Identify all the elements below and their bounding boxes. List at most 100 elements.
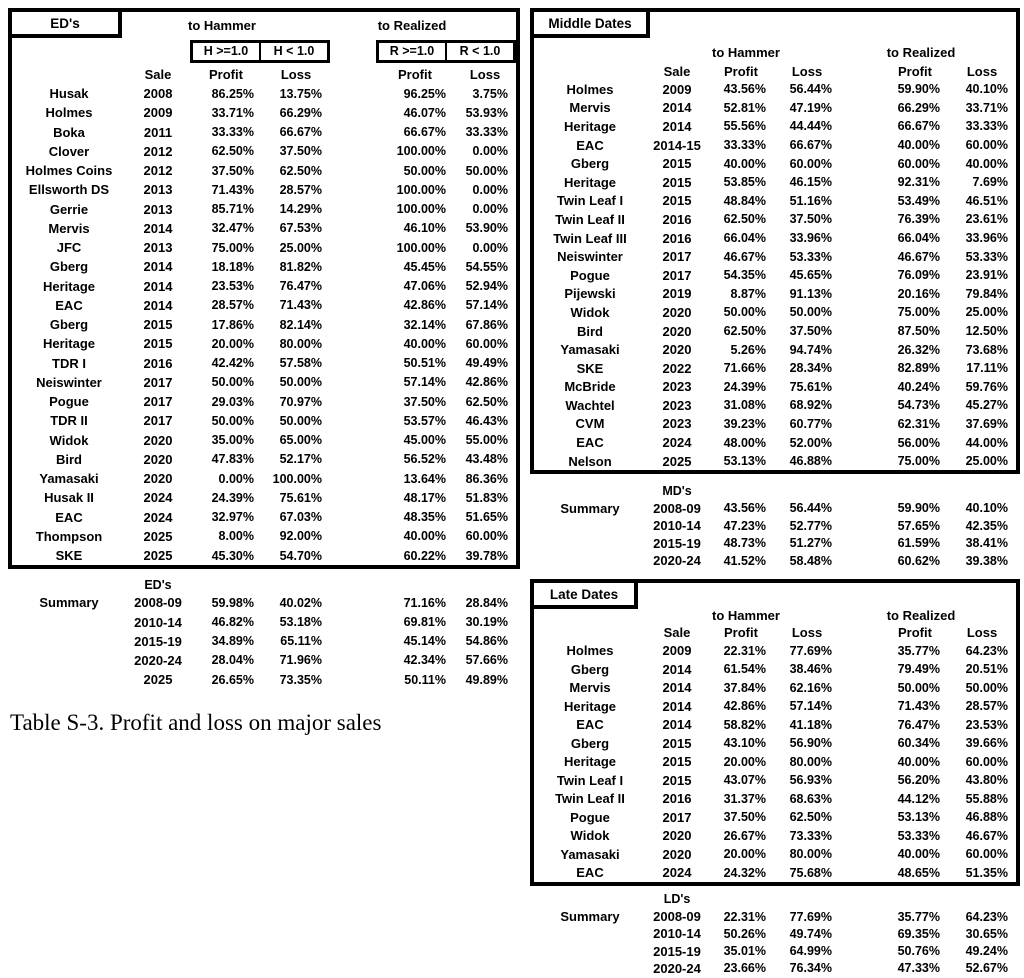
table-cell: 62.50%: [723, 212, 766, 227]
table-cell: 2024: [143, 490, 173, 506]
table-cell: 60.00%: [965, 138, 1008, 153]
table-row: CVM 2023 39.23% 60.77% 62.31% 37.69%: [534, 415, 1016, 434]
table-cell: 40.00%: [403, 336, 446, 351]
table-row: Mervis 2014 52.81% 47.19% 66.29% 33.71%: [534, 99, 1016, 118]
table-cell: 56.90%: [789, 736, 832, 751]
table-cell: 2017: [143, 394, 173, 410]
table-row: Gberg 2014 18.18% 81.82% 45.45% 54.55%: [12, 257, 516, 276]
ld-column-headers: Sale Profit Loss Profit Loss: [534, 624, 1016, 641]
table-cell: 28.34%: [789, 361, 832, 376]
table-cell: 46.67%: [897, 249, 940, 264]
table-cell: 53.33%: [789, 249, 832, 264]
table-cell: 53.90%: [465, 221, 508, 236]
table-cell: 39.23%: [723, 416, 766, 431]
table-cell: 2013: [143, 182, 173, 198]
table-row: Holmes Coins 2012 37.50% 62.50% 50.00% 50.00%: [12, 161, 516, 180]
table-cell: 62.50%: [789, 810, 832, 825]
table-cell: 51.27%: [789, 536, 832, 551]
table-cell: 64.23%: [965, 909, 1008, 924]
table-cell: Yamasaki: [560, 846, 620, 862]
table-cell: 33.96%: [789, 231, 832, 246]
table-cell: 31.37%: [723, 791, 766, 806]
table-cell: 2015-19: [653, 943, 701, 959]
md-summary-label: MD's: [662, 483, 692, 498]
table-cell: 35.77%: [897, 643, 940, 658]
ld-group-header-row: to Hammer to Realized: [534, 607, 1016, 624]
table-cell: 37.50%: [403, 394, 446, 409]
table-cell: 44.44%: [789, 119, 832, 134]
table-cell: 2014: [143, 220, 173, 236]
hammer-profit-header: Profit: [724, 625, 758, 641]
table-row: Wachtel 2023 31.08% 68.92% 54.73% 45.27%: [534, 396, 1016, 415]
table-cell: 62.50%: [465, 394, 508, 409]
table-cell: 2015: [662, 735, 692, 751]
table-row: Heritage 2015 53.85% 46.15% 92.31% 7.69%: [534, 173, 1016, 192]
table-cell: 69.81%: [403, 615, 446, 630]
table-row: SKE 2022 71.66% 28.34% 82.89% 17.11%: [534, 359, 1016, 378]
table-cell: EAC: [576, 865, 604, 881]
middle-dates-section: Middle Dates to Hammer to Realized Sale …: [530, 8, 1020, 569]
table-cell: 2014: [143, 297, 173, 313]
table-cell: 51.83%: [465, 490, 508, 505]
table-cell: 91.13%: [789, 286, 832, 301]
late-dates-section: Late Dates to Hammer to Realized Sale Pr…: [530, 579, 1020, 977]
table-cell: Mervis: [569, 680, 611, 696]
table-cell: 40.00%: [723, 156, 766, 171]
table-cell: 43.56%: [723, 82, 766, 97]
table-cell: 26.65%: [211, 672, 254, 687]
table-row: Neiswinter 2017 46.67% 53.33% 46.67% 53.33%: [534, 247, 1016, 266]
table-cell: Mervis: [569, 100, 611, 116]
table-cell: 50.00%: [965, 680, 1008, 695]
table-row: Widok 2020 50.00% 50.00% 75.00% 25.00%: [534, 303, 1016, 322]
table-cell: 37.50%: [279, 144, 322, 159]
table-cell: 17.86%: [211, 317, 254, 332]
table-cell: 66.67%: [279, 125, 322, 140]
table-cell: TDR II: [50, 413, 88, 429]
table-cell: 62.50%: [279, 163, 322, 178]
table-cell: 2023: [662, 379, 692, 395]
table-row: Yamasaki 2020 20.00% 80.00% 40.00% 60.00%: [534, 845, 1016, 864]
table-cell: 30.65%: [965, 926, 1008, 941]
table-cell: 50.76%: [897, 944, 940, 959]
table-cell: CVM: [575, 416, 605, 432]
table-cell: 80.00%: [789, 754, 832, 769]
table-cell: 49.49%: [465, 356, 508, 371]
table-cell: 20.00%: [723, 847, 766, 862]
eds-table-section: ED's to Hammer to Realized H >=1.0 H < 1…: [8, 8, 520, 689]
eds-subheader-row: H >=1.0 H < 1.0 R >=1.0 R < 1.0: [12, 38, 516, 64]
table-cell: 2020: [662, 342, 692, 358]
realized-threshold-box: R >=1.0 R < 1.0: [376, 39, 516, 63]
realized-ge-label: R >=1.0: [389, 44, 435, 58]
table-cell: 22.31%: [723, 909, 766, 924]
eds-table-box: ED's to Hammer to Realized H >=1.0 H < 1…: [8, 8, 520, 570]
table-cell: 77.69%: [789, 909, 832, 924]
table-cell: 2013: [143, 240, 173, 256]
table-cell: 43.56%: [723, 501, 766, 516]
table-cell: 2012: [143, 143, 173, 159]
table-cell: Widok: [570, 304, 610, 320]
table-cell: 45.27%: [965, 398, 1008, 413]
table-cell: 2020: [662, 846, 692, 862]
table-cell: Nelson: [568, 453, 612, 469]
table-cell: 30.19%: [465, 615, 508, 630]
table-cell: 57.65%: [897, 518, 940, 533]
realized-profit-header: Profit: [398, 66, 432, 82]
table-cell: 68.63%: [789, 791, 832, 806]
table-cell: 2014: [662, 698, 692, 714]
table-cell: 71.96%: [279, 653, 322, 668]
table-cell: Widok: [570, 828, 610, 844]
table-cell: 40.24%: [897, 379, 940, 394]
table-cell: 2024: [662, 435, 692, 451]
table-cell: Husak: [49, 86, 89, 102]
table-cell: Heritage: [42, 336, 96, 352]
table-cell: 65.00%: [279, 433, 322, 448]
table-cell: 46.51%: [965, 193, 1008, 208]
table-cell: 39.78%: [465, 548, 508, 563]
table-row: 2015-19 34.89% 65.11% 45.14% 54.86%: [12, 632, 520, 651]
table-cell: 2014: [662, 680, 692, 696]
table-cell: 2015-19: [134, 633, 182, 649]
eds-header-row: ED's to Hammer to Realized: [8, 8, 516, 38]
table-cell: 68.92%: [789, 398, 832, 413]
md-summary-label-row: MD's: [534, 482, 1020, 499]
table-cell: 2013: [143, 201, 173, 217]
